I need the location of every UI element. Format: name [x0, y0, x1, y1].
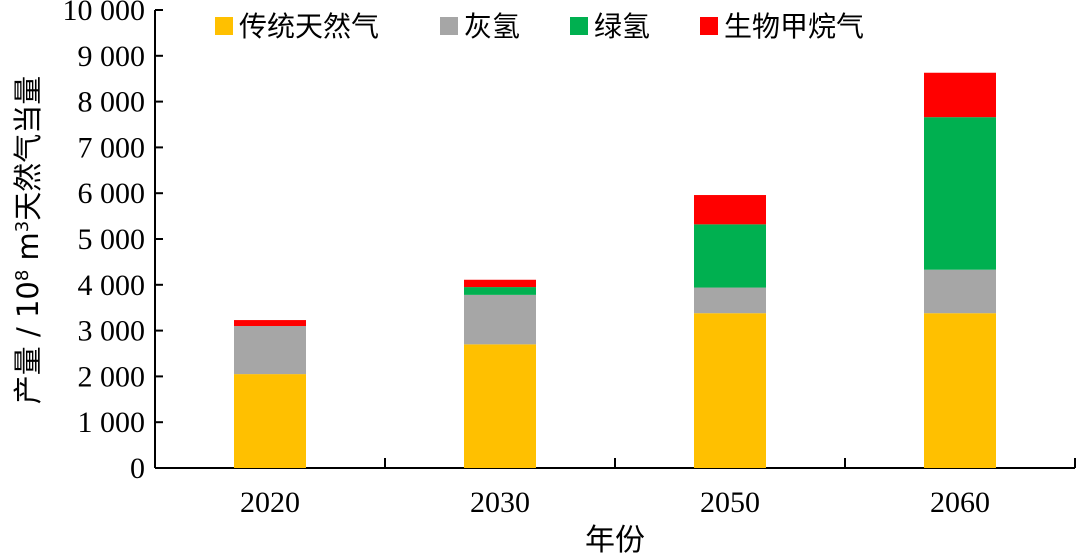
- x-tick-label: 2020: [240, 486, 300, 519]
- y-axis-label-suffix: 天然气当量: [11, 76, 45, 221]
- legend: 传统天然气 灰氢 绿氢 生物甲烷气: [215, 10, 864, 43]
- bar-segment: [924, 72, 996, 118]
- bar-segment: [694, 313, 766, 468]
- y-tick-label: 4 000: [78, 269, 146, 302]
- legend-swatch: [215, 17, 233, 35]
- x-axis: 2020 2030 2050 2060: [155, 458, 1076, 519]
- x-tick-label: 2050: [700, 486, 760, 519]
- bar-segment: [464, 287, 536, 295]
- legend-label: 传统天然气: [239, 10, 379, 43]
- bar-segment: [694, 195, 766, 225]
- bar-segment: [234, 374, 306, 468]
- legend-label: 生物甲烷气: [724, 10, 864, 43]
- bar-segment: [694, 224, 766, 288]
- bar-segment: [234, 320, 306, 327]
- legend-swatch: [570, 17, 588, 35]
- bar-segment: [924, 269, 996, 314]
- legend-swatch: [440, 17, 458, 35]
- x-tick-label: 2030: [470, 486, 530, 519]
- bar-segment: [464, 344, 536, 468]
- legend-swatch: [700, 17, 718, 35]
- y-tick-label: 8 000: [78, 86, 146, 119]
- y-tick-label: 2 000: [78, 360, 146, 393]
- y-tick-label: 10 000: [63, 0, 146, 27]
- bar-segment: [924, 313, 996, 468]
- y-tick-label: 1 000: [78, 406, 146, 439]
- y-axis-label-exp1: 8: [12, 270, 33, 281]
- y-axis-label-mid: m: [11, 232, 45, 269]
- bar-segment: [694, 287, 766, 314]
- x-tick-label: 2060: [930, 486, 990, 519]
- bars-group: [234, 72, 996, 468]
- y-tick-label: 0: [130, 452, 145, 485]
- bar-segment: [464, 279, 536, 288]
- y-tick-label: 3 000: [78, 315, 146, 348]
- legend-label: 灰氢: [464, 10, 520, 43]
- bar-segment: [464, 294, 536, 345]
- x-axis-label: 年份: [585, 523, 645, 558]
- y-axis: 0 1 000 2 000 3 000 4 000 5 000 6 000 7 000 8 00…: [63, 0, 163, 485]
- legend-label: 绿氢: [594, 10, 650, 43]
- y-axis-label-exp2: 3: [12, 221, 33, 232]
- y-tick-label: 7 000: [78, 131, 146, 164]
- y-axis-label-prefix: 产量 / 10: [11, 281, 45, 404]
- bar-segment: [234, 326, 306, 375]
- bar-segment: [924, 117, 996, 270]
- y-axis-label: 产量 / 108 m3天然气当量: [11, 76, 45, 405]
- y-tick-label: 5 000: [78, 223, 146, 256]
- y-tick-label: 6 000: [78, 177, 146, 210]
- y-tick-label: 9 000: [78, 40, 146, 73]
